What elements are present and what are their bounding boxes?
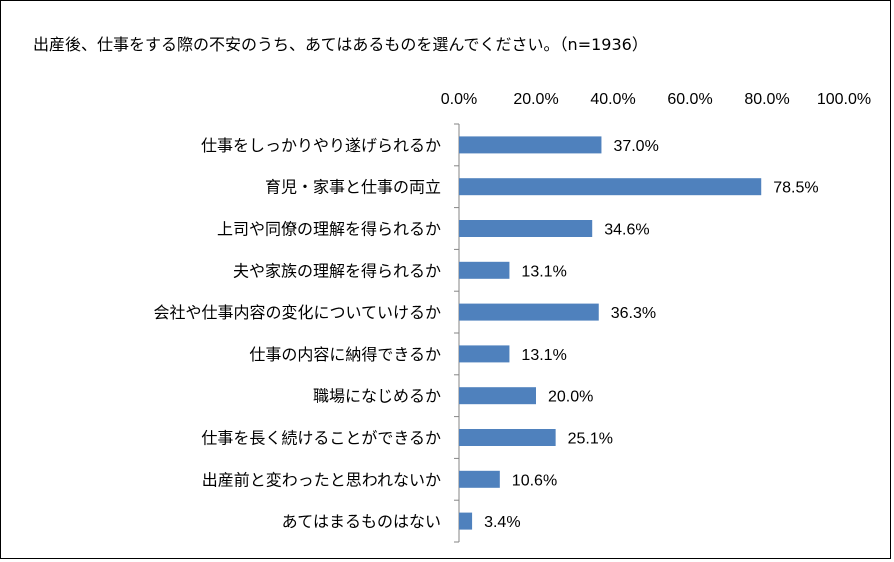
- category-label: 会社や仕事内容の変化についていけるか: [153, 303, 441, 322]
- value-label: 13.1%: [521, 263, 566, 280]
- value-label: 78.5%: [773, 180, 818, 197]
- value-label: 3.4%: [484, 514, 520, 531]
- value-label: 36.3%: [611, 305, 656, 322]
- bar: [459, 345, 510, 363]
- value-label: 13.1%: [521, 347, 566, 364]
- bar: [459, 429, 556, 446]
- bar: [459, 387, 536, 405]
- category-label: 仕事をしっかりやり遂げられるか: [201, 136, 441, 155]
- category-label: 職場になじめるか: [313, 387, 441, 406]
- category-label: 出産前と変わったと思われないか: [202, 470, 441, 489]
- bar: [459, 136, 602, 154]
- x-tick-label: 0.0%: [441, 91, 477, 108]
- value-label: 10.6%: [512, 472, 557, 489]
- x-tick-label: 100.0%: [817, 91, 871, 108]
- x-tick-label: 40.0%: [590, 91, 635, 108]
- value-label: 37.0%: [613, 138, 658, 155]
- x-tick-label: 20.0%: [513, 91, 558, 108]
- category-label: 仕事の内容に納得できるか: [249, 345, 441, 364]
- value-label: 20.0%: [548, 389, 593, 406]
- category-label: 上司や同僚の理解を得られるか: [217, 220, 441, 239]
- category-label: 夫や家族の理解を得られるか: [233, 261, 441, 280]
- value-label: 25.1%: [568, 431, 613, 448]
- bar: [459, 220, 593, 237]
- bar: [459, 470, 500, 488]
- bar: [459, 303, 599, 321]
- bar: [459, 512, 473, 530]
- category-label: あてはまるものはない: [282, 512, 441, 531]
- chart-title: 出産後、仕事をする際の不安のうち、あてはあるものを選んでください。（n=1936…: [33, 35, 648, 54]
- x-tick-label: 60.0%: [667, 91, 712, 108]
- category-label: 仕事を長く続けることができるか: [201, 429, 441, 448]
- x-tick-label: 80.0%: [744, 91, 789, 108]
- bar: [459, 178, 762, 196]
- category-label: 育児・家事と仕事の両立: [265, 178, 441, 197]
- value-label: 34.6%: [604, 222, 649, 239]
- bar: [459, 261, 510, 279]
